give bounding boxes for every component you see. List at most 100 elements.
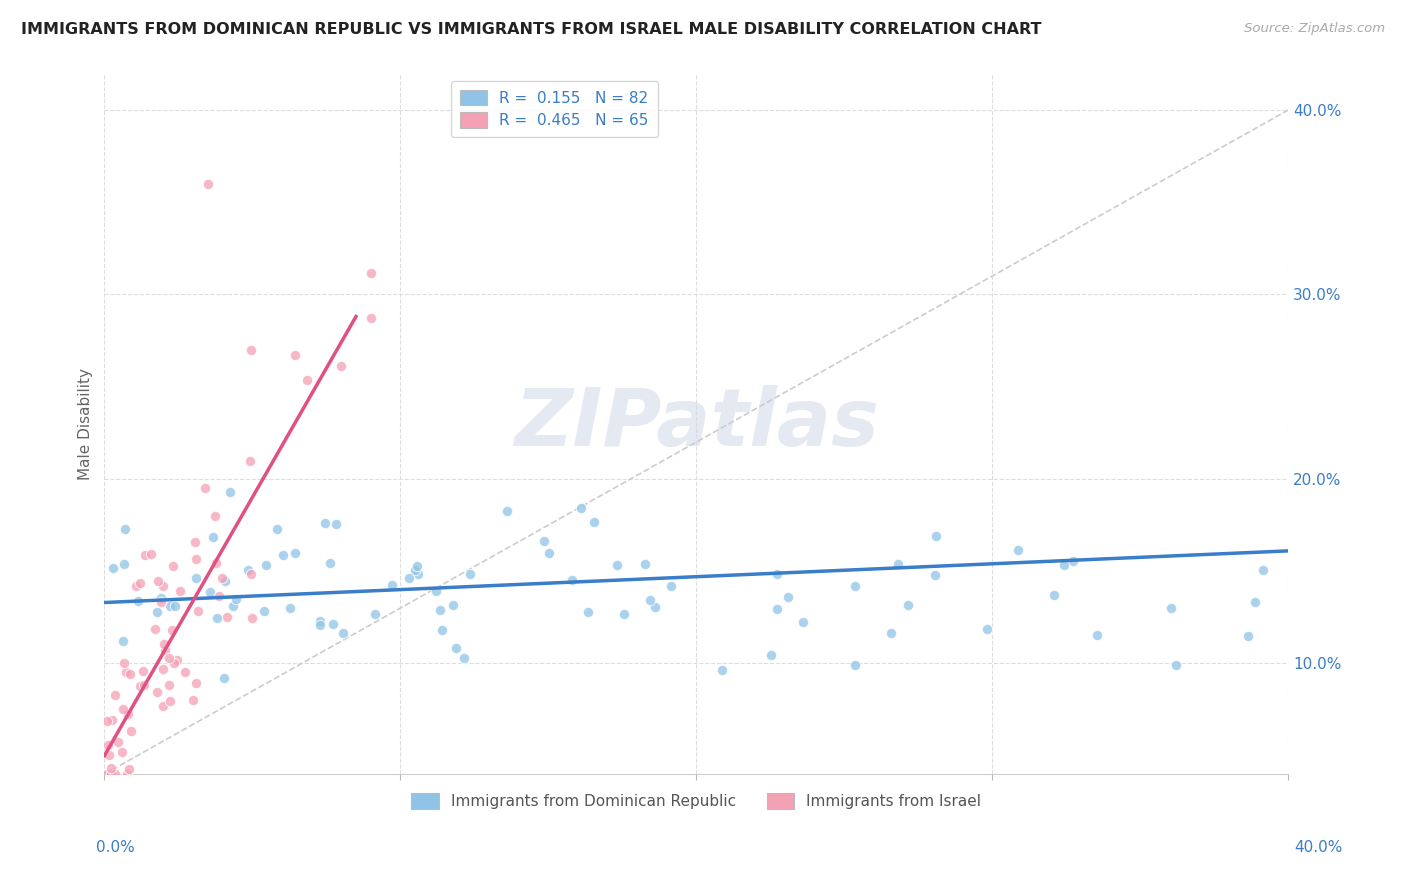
Point [166, 653, 188, 667]
Point [240, 611, 263, 625]
Point [157, 678, 180, 692]
Point [186, 571, 208, 585]
Point [163, 599, 186, 614]
Point [844, 658, 866, 673]
Point [405, 558, 427, 573]
Point [295, 374, 318, 388]
Point [360, 266, 382, 280]
Text: 0.0%: 0.0% [96, 840, 135, 855]
Point [150, 591, 173, 606]
Point [778, 590, 800, 604]
Point [225, 592, 247, 607]
Point [194, 481, 217, 495]
Point [146, 574, 169, 589]
Point [222, 599, 245, 613]
Point [152, 662, 174, 676]
Point [218, 484, 240, 499]
Point [329, 359, 352, 374]
Point [184, 676, 207, 690]
Point [107, 735, 129, 749]
Point [211, 571, 233, 585]
Point [453, 650, 475, 665]
Point [208, 589, 231, 603]
Text: Source: ZipAtlas.com: Source: ZipAtlas.com [1244, 22, 1385, 36]
Point [120, 724, 142, 739]
Point [100, 767, 122, 781]
Point [325, 517, 347, 532]
Point [205, 611, 228, 625]
Point [100, 713, 122, 727]
Point [443, 598, 465, 612]
Point [429, 602, 451, 616]
Point [152, 637, 174, 651]
Point [659, 579, 682, 593]
Point [157, 651, 180, 665]
Point [430, 624, 453, 638]
Point [111, 745, 134, 759]
Point [97, 747, 120, 762]
Point [204, 556, 226, 570]
Point [332, 626, 354, 640]
Point [253, 604, 276, 618]
Point [254, 558, 277, 573]
Point [160, 623, 183, 637]
Point [215, 610, 238, 624]
Text: ZIPatlas: ZIPatlas [515, 384, 879, 463]
Point [1166, 658, 1188, 673]
Point [202, 530, 225, 544]
Point [284, 546, 307, 560]
Point [766, 601, 789, 615]
Point [111, 702, 134, 716]
Point [638, 592, 661, 607]
Point [266, 522, 288, 536]
Point [96, 714, 118, 728]
Point [887, 558, 910, 572]
Point [381, 578, 404, 592]
Point [925, 529, 948, 543]
Point [271, 548, 294, 562]
Point [214, 574, 236, 588]
Point [1007, 542, 1029, 557]
Point [120, 667, 142, 681]
Point [284, 348, 307, 362]
Legend: Immigrants from Dominican Republic, Immigrants from Israel: Immigrants from Dominican Republic, Immi… [405, 788, 987, 815]
Point [976, 622, 998, 636]
Point [104, 767, 127, 781]
Point [576, 605, 599, 619]
Point [533, 533, 555, 548]
Y-axis label: Male Disability: Male Disability [79, 368, 93, 480]
Point [1244, 595, 1267, 609]
Point [1160, 601, 1182, 615]
Point [159, 599, 181, 614]
Point [613, 607, 636, 621]
Point [1251, 562, 1274, 576]
Point [111, 634, 134, 648]
Point [495, 504, 517, 518]
Point [125, 579, 148, 593]
Point [766, 567, 789, 582]
Point [117, 762, 139, 776]
Point [114, 522, 136, 536]
Point [1062, 554, 1084, 568]
Point [1052, 558, 1074, 572]
Point [880, 626, 903, 640]
Point [141, 547, 163, 561]
Point [759, 648, 782, 662]
Point [360, 311, 382, 326]
Point [183, 693, 205, 707]
Point [187, 604, 209, 618]
Point [321, 616, 343, 631]
Point [538, 546, 561, 560]
Point [1042, 588, 1064, 602]
Point [100, 761, 122, 775]
Point [115, 767, 138, 781]
Point [1087, 627, 1109, 641]
Point [104, 688, 127, 702]
Point [844, 579, 866, 593]
Point [711, 663, 734, 677]
Text: 40.0%: 40.0% [1295, 840, 1343, 855]
Point [458, 566, 481, 581]
Point [152, 579, 174, 593]
Point [169, 584, 191, 599]
Point [444, 641, 467, 656]
